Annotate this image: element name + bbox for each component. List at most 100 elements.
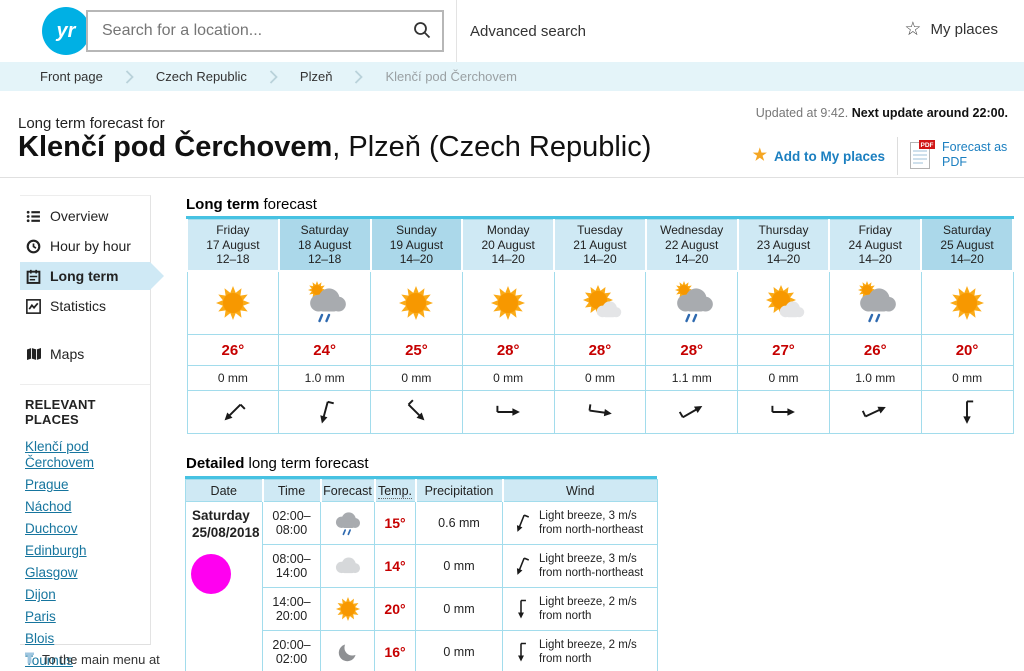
stats-icon: [25, 298, 42, 314]
breadcrumb-item-front-page[interactable]: Front page: [40, 69, 103, 84]
day-name: Sunday: [396, 223, 437, 237]
wind-cell: Light breeze, 2 m/s from north: [502, 630, 658, 671]
temperature-cell: 26°: [828, 334, 922, 366]
breadcrumb-item-klen-pod-erchovem: Klenčí pod Čerchovem: [385, 69, 517, 84]
day-hours: 14–20: [491, 252, 525, 266]
precipitation-cell: 0 mm: [370, 365, 463, 391]
my-places-label: My places: [930, 21, 998, 38]
sidebar-item-overview[interactable]: Overview: [20, 202, 150, 230]
wind-arrow-icon: [509, 554, 533, 578]
breadcrumb-item-plze[interactable]: Plzeň: [299, 69, 333, 84]
search-placeholder: Search for a location...: [102, 22, 263, 39]
add-to-my-places-button[interactable]: ★ Add to My places: [752, 147, 885, 164]
sidebar-item-label: Long term: [50, 268, 119, 284]
relevant-places-title: RELEVANT PLACES: [25, 397, 96, 427]
relevant-place-link-n-chod[interactable]: Náchod: [25, 499, 72, 514]
detailed-column-header-temp: Temp.: [373, 479, 416, 502]
day-name: Tuesday: [577, 223, 623, 237]
sidebar-item-long-term[interactable]: Long term: [20, 262, 164, 290]
forecast-icon-cell: [186, 270, 280, 335]
temperature-cell: 25°: [370, 334, 463, 366]
relevant-place-link-glasgow[interactable]: Glasgow: [25, 565, 78, 580]
forecast-icon-cell: [320, 630, 375, 671]
day-column-header: Sunday 19 August 14–20: [369, 219, 464, 272]
table-accent-bar: [186, 216, 1014, 219]
main-menu-link[interactable]: To the main menu at: [24, 652, 160, 667]
long-term-table-wrap: Friday 17 August 12–18 Saturday 18 August 12–…: [186, 216, 1014, 434]
fair-icon: [576, 284, 624, 317]
day-column-header: Tuesday 21 August 14–20: [553, 219, 647, 272]
time-cell: 08:00– 14:00: [262, 544, 321, 588]
temperature-cell: 28°: [461, 334, 555, 366]
sidebar-item-label: Hour by hour: [50, 238, 131, 254]
day-column-header: Monday 20 August 14–20: [461, 219, 556, 272]
menu-anchor-icon: [24, 652, 35, 667]
relevant-place-link-tournus[interactable]: Tournus: [25, 653, 74, 668]
precipitation-cell: 1.0 mm: [278, 365, 372, 391]
sidebar-item-statistics[interactable]: Statistics: [20, 292, 150, 320]
relevant-place-link-dijon[interactable]: Dijon: [25, 587, 56, 602]
day-name: Wednesday: [660, 223, 724, 237]
search-icon[interactable]: [412, 20, 432, 43]
wind-cell: [278, 390, 372, 434]
detailed-table-wrap: Date Time Forecast Temp. Precipitation Wind Sa…: [185, 476, 658, 671]
forecast-icon-cell: [920, 270, 1014, 335]
page-actions: ★ Add to My places PDF Forecast as PDF: [753, 136, 1010, 176]
forecast-icon-cell: [645, 270, 739, 335]
wind-cell: [737, 390, 830, 434]
breadcrumb-item-czech-republic[interactable]: Czech Republic: [155, 69, 247, 84]
advanced-search-link[interactable]: Advanced search: [470, 23, 586, 40]
list-item: Paris: [25, 609, 146, 625]
long-term-table: Friday 17 August 12–18 Saturday 18 August 12–…: [186, 219, 1014, 434]
forecast-as-pdf-button[interactable]: PDF Forecast as PDF: [910, 139, 1010, 173]
day-hours: 14–20: [675, 252, 709, 266]
temperature-cell: 16°: [374, 630, 416, 671]
relevant-place-link-edinburgh[interactable]: Edinburgh: [25, 543, 87, 558]
detailed-column-header-precipitation: Precipitation: [414, 479, 503, 502]
header-divider: [456, 0, 457, 62]
wind-cell: [920, 390, 1014, 434]
list-item: Blois: [25, 631, 146, 647]
relevant-place-link-klen-pod-erchovem[interactable]: Klenčí pod Čerchovem: [25, 439, 95, 470]
precipitation-cell: 0.6 mm: [415, 501, 503, 545]
relevant-place-link-paris[interactable]: Paris: [25, 609, 56, 624]
forecast-icon-cell: [320, 544, 375, 588]
day-date: 18 August: [297, 237, 352, 252]
search-input[interactable]: Search for a location...: [86, 10, 444, 52]
sidebar-item-hour-by-hour[interactable]: Hour by hour: [20, 232, 150, 260]
wind-cell: [370, 390, 463, 434]
day-name: Monday: [486, 223, 530, 237]
relevant-place-link-prague[interactable]: Prague: [25, 477, 69, 492]
moon-icon: [331, 639, 365, 662]
forecast-icon-cell: [370, 270, 463, 335]
temperature-cell: 14°: [374, 544, 416, 588]
day-date: 20 August: [481, 237, 535, 252]
day-column-header: Friday 24 August 14–20: [828, 219, 923, 272]
forecast-icon-cell: [828, 270, 922, 335]
wind-arrow-icon: [463, 397, 554, 427]
detailed-heading: Detailed long term forecast: [186, 455, 369, 472]
breadcrumb: Front page Czech Republic Plzeň Klenčí pod …: [0, 62, 1024, 91]
day-date: 17 August: [206, 237, 260, 252]
time-cell: 14:00– 20:00: [262, 587, 321, 631]
day-name: Thursday: [758, 223, 809, 237]
svg-text:PDF: PDF: [921, 142, 934, 149]
relevant-place-link-blois[interactable]: Blois: [25, 631, 55, 646]
breadcrumb-chevron-icon: [125, 69, 134, 84]
clock-icon: [25, 239, 42, 254]
relevant-place-link-duchcov[interactable]: Duchcov: [25, 521, 78, 536]
forecast-icon-cell: [320, 587, 375, 631]
day-hours: 14–20: [950, 252, 984, 266]
day-name: Saturday: [943, 223, 992, 237]
yr-logo[interactable]: yr: [42, 7, 90, 55]
temperature-cell: 20°: [374, 587, 416, 631]
precipitation-cell: 0 mm: [415, 630, 503, 671]
detailed-column-header-time: Time: [261, 479, 321, 502]
page-title: Klenčí pod Čerchovem, Plzeň (Czech Repub…: [18, 131, 652, 163]
wind-cell: [553, 390, 647, 434]
day-date: 21 August: [573, 237, 627, 252]
day-date: 24 August: [848, 237, 902, 252]
my-places-button[interactable]: ☆ My places: [904, 20, 998, 39]
sidebar-item-label: Statistics: [50, 298, 107, 314]
sidebar-item-maps[interactable]: Maps: [20, 340, 150, 368]
